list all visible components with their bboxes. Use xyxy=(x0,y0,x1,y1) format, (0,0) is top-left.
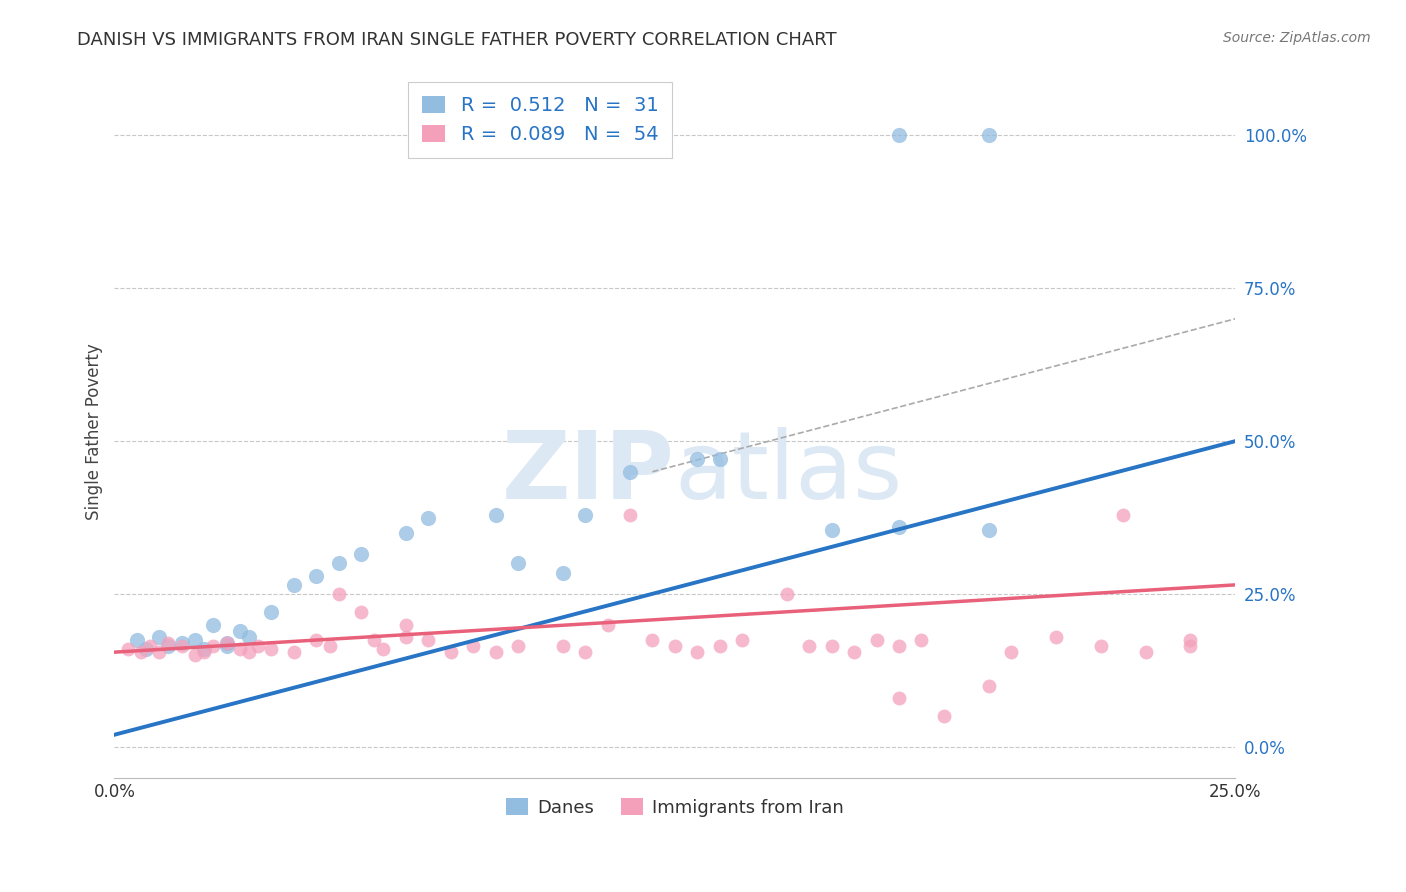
Point xyxy=(977,128,1000,143)
Point xyxy=(1112,508,1135,522)
Point xyxy=(887,520,910,534)
Point xyxy=(260,606,283,620)
Point xyxy=(731,632,754,647)
Point xyxy=(977,523,1000,537)
Point xyxy=(202,617,225,632)
Point xyxy=(125,632,148,647)
Point xyxy=(484,508,506,522)
Point xyxy=(887,639,910,653)
Point xyxy=(215,636,238,650)
Point xyxy=(1090,639,1112,653)
Point xyxy=(229,642,252,657)
Point xyxy=(977,679,1000,693)
Point xyxy=(350,547,373,561)
Point xyxy=(821,523,844,537)
Point xyxy=(184,632,207,647)
Point xyxy=(619,508,641,522)
Point xyxy=(574,508,596,522)
Point xyxy=(193,645,215,659)
Point xyxy=(709,452,731,467)
Point xyxy=(821,639,844,653)
Point xyxy=(157,636,180,650)
Point xyxy=(887,128,910,143)
Point xyxy=(1045,630,1067,644)
Point xyxy=(283,578,305,592)
Point xyxy=(373,642,395,657)
Point xyxy=(229,624,252,638)
Point xyxy=(283,645,305,659)
Point xyxy=(641,632,664,647)
Point xyxy=(395,617,418,632)
Point xyxy=(932,709,955,723)
Point xyxy=(157,639,180,653)
Text: Source: ZipAtlas.com: Source: ZipAtlas.com xyxy=(1223,31,1371,45)
Text: DANISH VS IMMIGRANTS FROM IRAN SINGLE FATHER POVERTY CORRELATION CHART: DANISH VS IMMIGRANTS FROM IRAN SINGLE FA… xyxy=(77,31,837,49)
Text: ZIP: ZIP xyxy=(502,427,675,519)
Text: atlas: atlas xyxy=(675,427,903,519)
Point xyxy=(865,632,887,647)
Point xyxy=(686,645,709,659)
Point xyxy=(551,566,574,580)
Point xyxy=(148,645,170,659)
Point xyxy=(202,639,225,653)
Point xyxy=(709,639,731,653)
Point xyxy=(596,617,619,632)
Point xyxy=(910,632,932,647)
Point xyxy=(318,639,340,653)
Point xyxy=(395,525,418,540)
Point xyxy=(776,587,799,601)
Point xyxy=(686,452,709,467)
Point xyxy=(484,645,506,659)
Point xyxy=(574,645,596,659)
Point xyxy=(418,632,440,647)
Point xyxy=(1000,645,1022,659)
Point xyxy=(260,642,283,657)
Point xyxy=(238,630,260,644)
Point xyxy=(328,557,350,571)
Point xyxy=(170,639,193,653)
Point xyxy=(461,639,484,653)
Point xyxy=(395,630,418,644)
Point xyxy=(148,630,170,644)
Point xyxy=(440,645,463,659)
Point xyxy=(506,557,529,571)
Point xyxy=(1180,639,1202,653)
Point xyxy=(844,645,866,659)
Point xyxy=(799,639,821,653)
Point xyxy=(363,632,385,647)
Point xyxy=(170,636,193,650)
Legend: Danes, Immigrants from Iran: Danes, Immigrants from Iran xyxy=(499,791,851,824)
Point xyxy=(328,587,350,601)
Point xyxy=(350,606,373,620)
Point xyxy=(305,568,328,582)
Point xyxy=(215,639,238,653)
Point xyxy=(887,691,910,706)
Point xyxy=(664,639,686,653)
Y-axis label: Single Father Poverty: Single Father Poverty xyxy=(86,343,103,520)
Point xyxy=(418,510,440,524)
Point xyxy=(131,645,153,659)
Point xyxy=(193,642,215,657)
Point xyxy=(117,642,139,657)
Point xyxy=(551,639,574,653)
Point xyxy=(619,465,641,479)
Point xyxy=(506,639,529,653)
Point xyxy=(1180,632,1202,647)
Point xyxy=(215,636,238,650)
Point xyxy=(246,639,269,653)
Point xyxy=(139,639,162,653)
Point xyxy=(238,645,260,659)
Point xyxy=(305,632,328,647)
Point xyxy=(1135,645,1157,659)
Point xyxy=(135,642,157,657)
Point xyxy=(184,648,207,663)
